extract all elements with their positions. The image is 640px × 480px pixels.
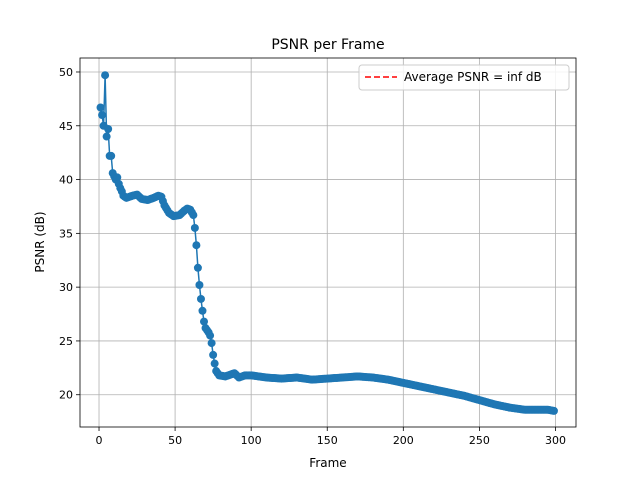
- psnr-point: [189, 211, 198, 220]
- x-tick-label: 50: [168, 434, 182, 447]
- x-tick-label: 150: [317, 434, 338, 447]
- x-tick-label: 200: [393, 434, 414, 447]
- psnr-point: [195, 280, 204, 289]
- psnr-point: [190, 223, 199, 232]
- psnr-point: [196, 294, 205, 303]
- psnr-point: [98, 111, 107, 120]
- y-tick-label: 30: [59, 281, 73, 294]
- psnr-point: [102, 132, 111, 141]
- x-tick-label: 300: [545, 434, 566, 447]
- psnr-point: [193, 263, 202, 272]
- y-tick-label: 20: [59, 389, 73, 402]
- y-axis-label: PSNR (dB): [33, 211, 47, 272]
- psnr-series: [96, 71, 558, 415]
- x-tick-label: 250: [469, 434, 490, 447]
- legend-average-label: Average PSNR = inf dB: [404, 70, 542, 84]
- psnr-point: [200, 317, 208, 326]
- psnr-point: [210, 359, 219, 368]
- grid-lines: [80, 58, 576, 427]
- legend-box: [358, 64, 570, 91]
- y-tick-label: 50: [59, 66, 73, 79]
- psnr-point: [96, 103, 105, 112]
- y-tick-label: 45: [59, 120, 73, 133]
- psnr-point: [206, 331, 215, 340]
- axis-ticks: 0 50 100 150 200 250 300 20 25 30 35 40 45 50: [59, 66, 566, 447]
- legend: Average PSNR = inf dB: [358, 64, 570, 91]
- y-tick-label: 25: [59, 335, 73, 348]
- x-axis-label: Frame: [309, 456, 346, 470]
- x-tick-label: 100: [241, 434, 262, 447]
- y-tick-label: 40: [59, 174, 73, 187]
- psnr-point: [113, 173, 122, 182]
- x-tick-label: 0: [96, 434, 103, 447]
- psnr-point: [207, 339, 216, 348]
- psnr-point: [104, 125, 113, 133]
- psnr-point: [192, 241, 201, 250]
- psnr-point: [209, 350, 218, 359]
- psnr-point: [198, 306, 207, 315]
- plot-area-border: [79, 57, 577, 428]
- chart-title: PSNR per Frame: [271, 37, 384, 53]
- psnr-point: [107, 151, 116, 160]
- psnr-point: [549, 406, 558, 415]
- axes-frame: [79, 57, 577, 428]
- y-tick-label: 35: [59, 227, 73, 240]
- psnr-point: [101, 71, 110, 80]
